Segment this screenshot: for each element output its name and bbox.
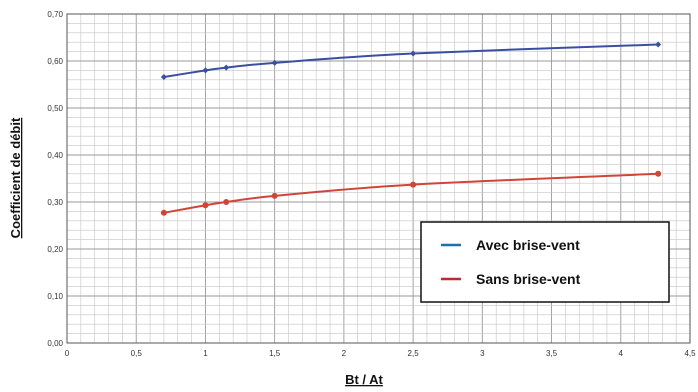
y-tick-label: 0,40 [47, 151, 63, 160]
data-point-marker [655, 170, 662, 177]
x-tick-label: 4 [619, 349, 624, 358]
legend-label-sans-brise-vent: Sans brise-vent [476, 271, 581, 287]
x-tick-label: 4,5 [684, 349, 696, 358]
y-tick-labels: 0,00 0,10 0,20 0,30 0,40 0,50 0,60 0,70 [47, 10, 63, 348]
x-tick-label: 1,5 [269, 349, 281, 358]
data-point-marker [223, 64, 230, 71]
x-tick-label: 2 [342, 349, 347, 358]
data-point-marker [160, 73, 167, 80]
plot-border [66, 13, 691, 344]
data-point-marker [223, 199, 230, 205]
data-series [160, 41, 662, 216]
y-tick-label: 0,00 [47, 339, 63, 348]
x-tick-label: 2,5 [408, 349, 420, 358]
legend-label-avec-brise-vent: Avec brise-vent [476, 237, 580, 253]
data-point-marker [202, 67, 209, 74]
y-tick-label: 0,50 [47, 104, 63, 113]
y-tick-label: 0,30 [47, 198, 63, 207]
data-point-marker [271, 59, 278, 66]
x-tick-labels: 0 0,5 1 1,5 2 2,5 3 3,5 4 4,5 [65, 349, 696, 358]
data-point-marker [160, 209, 167, 216]
legend: Avec brise-vent Sans brise-vent [420, 221, 670, 303]
data-point-marker [410, 50, 417, 57]
data-point-marker [271, 192, 278, 199]
legend-box [420, 221, 670, 303]
x-tick-label: 1 [203, 349, 208, 358]
y-tick-label: 0,70 [47, 10, 63, 19]
y-tick-label: 0,20 [47, 245, 63, 254]
data-point-marker [655, 41, 662, 48]
y-tick-label: 0,10 [47, 292, 63, 301]
x-tick-label: 3 [480, 349, 485, 358]
x-tick-label: 0 [65, 349, 70, 358]
data-point-marker [410, 181, 417, 188]
x-tick-label: 3,5 [546, 349, 558, 358]
x-axis-title: Bt / At [345, 372, 383, 387]
y-axis-title: Coefficient de débit [8, 117, 23, 238]
data-point-marker [202, 202, 209, 209]
y-tick-label: 0,60 [47, 57, 63, 66]
x-tick-label: 0,5 [131, 349, 143, 358]
